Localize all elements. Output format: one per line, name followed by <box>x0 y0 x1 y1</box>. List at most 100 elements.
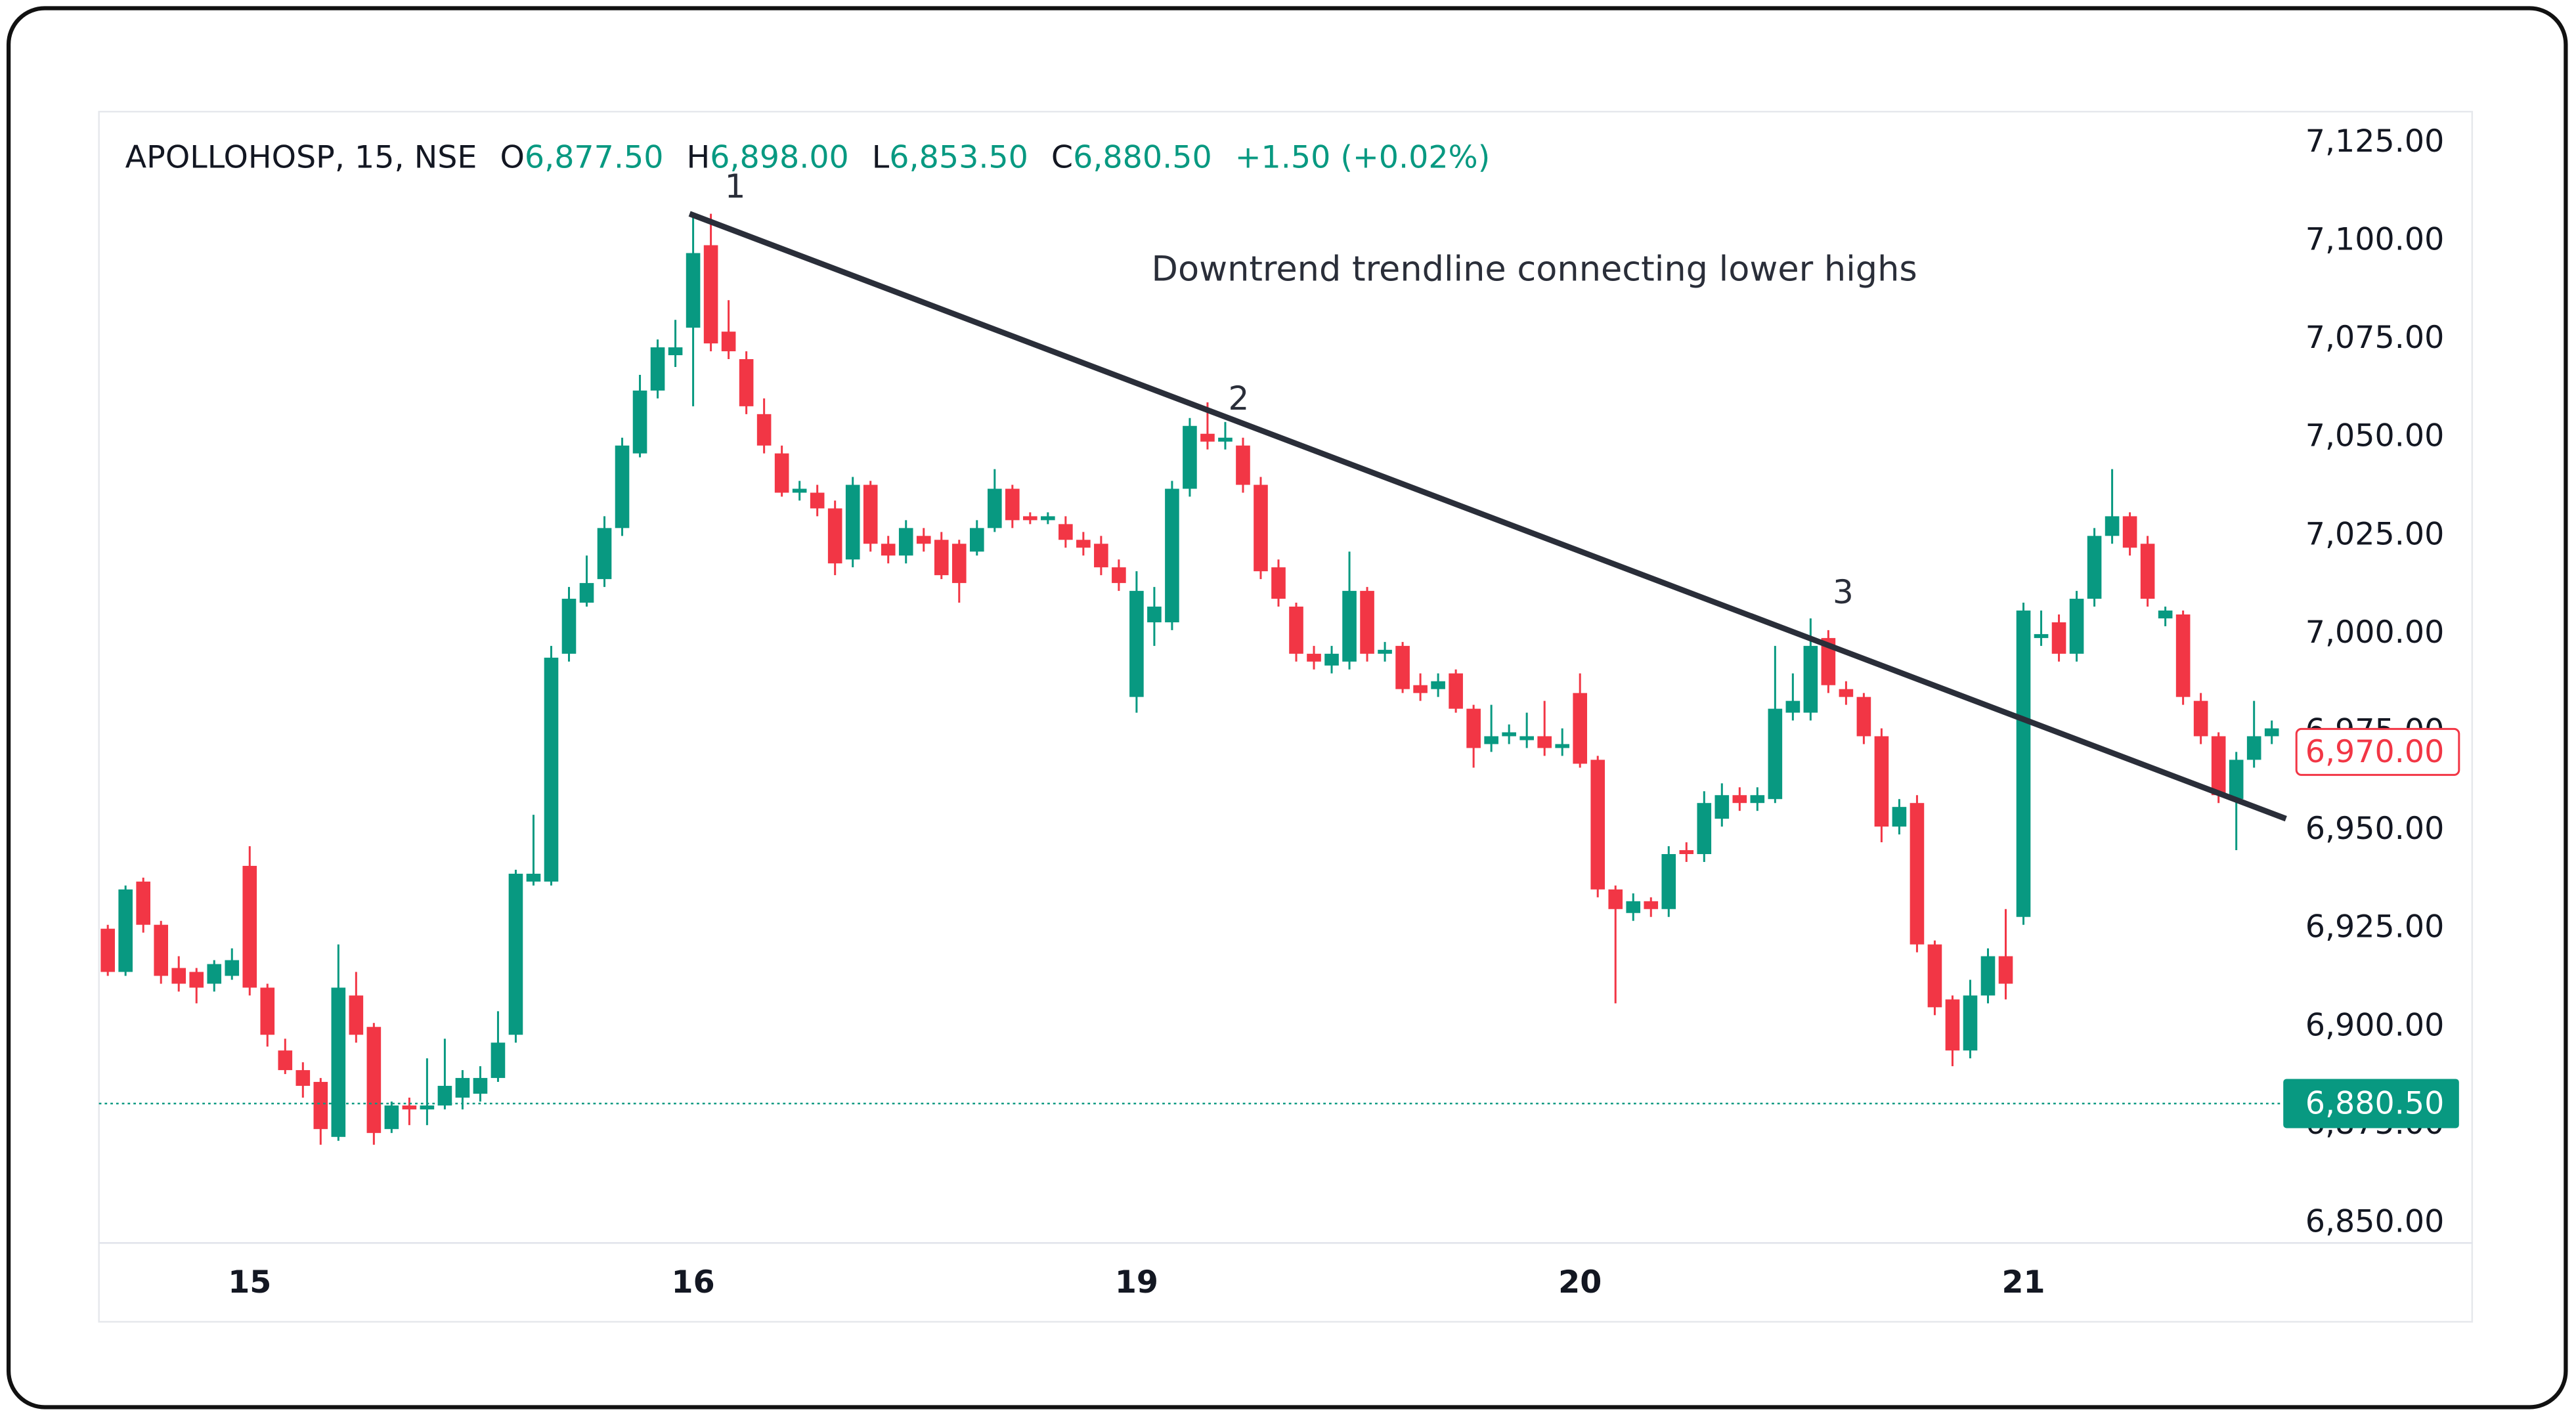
y-tick-label: 6,925.00 <box>2305 909 2445 945</box>
candle-body <box>774 453 789 493</box>
candle-body <box>1590 760 1605 890</box>
y-tick-label: 7,075.00 <box>2305 320 2445 356</box>
candle-body <box>934 540 949 576</box>
candle-body <box>1998 956 2013 984</box>
y-tick-label: 7,125.00 <box>2305 123 2445 160</box>
trendline <box>688 211 2287 822</box>
candle-body <box>508 873 523 1035</box>
candle-body <box>437 1086 452 1106</box>
candle-body <box>615 445 630 528</box>
candle-body <box>1980 956 1996 996</box>
x-tick-label: 15 <box>228 1264 271 1300</box>
ohlc-value: 6,853.50 <box>889 140 1028 176</box>
candle-body <box>561 599 577 654</box>
candle-body <box>668 347 683 356</box>
y-tick-label: 6,950.00 <box>2305 811 2445 847</box>
candle-body <box>1768 708 1783 800</box>
candle-body <box>100 928 115 972</box>
candle-body <box>2034 634 2049 638</box>
price-badge <box>2283 1079 2459 1128</box>
candle-body <box>898 528 913 556</box>
candle-body <box>1360 591 1374 654</box>
candle-body <box>1555 744 1569 748</box>
candle-body <box>1839 689 1854 697</box>
candle-body <box>827 508 842 564</box>
point-label: 1 <box>725 167 746 205</box>
candle-body <box>1856 697 1871 737</box>
candle-body <box>1431 681 1445 689</box>
candle-body <box>1821 637 1836 685</box>
candle-body <box>491 1042 506 1079</box>
candle-body <box>455 1078 470 1098</box>
y-tick-label: 7,050.00 <box>2305 418 2445 454</box>
point-label: 2 <box>1229 379 1250 418</box>
candle-body <box>1165 488 1179 622</box>
candle-body <box>1679 850 1694 854</box>
candle-body <box>1307 653 1321 662</box>
candle-body <box>2016 611 2031 917</box>
candle-body <box>1005 488 1020 521</box>
ohlc-key: O <box>500 140 524 176</box>
candle-body <box>118 889 133 972</box>
point-label: 3 <box>1833 573 1854 611</box>
candle-body <box>1076 540 1091 548</box>
x-tick-label: 21 <box>2001 1264 2045 1300</box>
candle-body <box>1519 736 1534 741</box>
candle-body <box>1484 736 1498 744</box>
candle-body <box>650 347 665 391</box>
ohlc-key: L <box>872 140 890 176</box>
candle-body <box>2246 736 2261 760</box>
candle-body <box>1945 999 1960 1051</box>
candle-body <box>916 536 931 544</box>
candle-body <box>1112 567 1126 584</box>
candle-body <box>473 1078 488 1094</box>
candle-body <box>2193 700 2208 737</box>
candle-body <box>1218 437 1233 442</box>
candle-body <box>632 390 647 454</box>
candle-body <box>1236 445 1250 485</box>
candle-body <box>1608 889 1623 909</box>
candle-body <box>1041 516 1055 521</box>
x-tick-label: 19 <box>1115 1264 1158 1300</box>
candle-body <box>2158 611 2173 618</box>
candle-body <box>1697 803 1712 854</box>
candle-body <box>2105 516 2120 536</box>
candle-body <box>579 583 594 603</box>
ohlc-value: 6,880.50 <box>1073 140 1212 176</box>
candle-body <box>1466 708 1481 748</box>
chart-panel <box>98 110 2474 1323</box>
candle-body <box>1129 591 1144 697</box>
candle-body <box>2229 760 2244 800</box>
candle-body <box>2140 544 2155 599</box>
candle-body <box>1059 524 1073 540</box>
candle-body <box>260 987 275 1035</box>
ohlc-key: C <box>1051 140 1073 176</box>
candle-body <box>2069 599 2084 654</box>
candle-body <box>1573 693 1588 764</box>
candle-body <box>1803 645 1818 713</box>
candle-body <box>526 873 541 882</box>
change: +1.50 (+0.02%) <box>1235 140 1491 176</box>
candle-body <box>792 488 807 493</box>
candle-body <box>1449 673 1463 709</box>
candle-body <box>1413 685 1428 693</box>
y-tick-label: 6,900.00 <box>2305 1007 2445 1043</box>
candle-body <box>2087 536 2102 599</box>
candle-body <box>969 528 984 552</box>
candle-body <box>313 1082 328 1129</box>
candle-body <box>1963 995 1978 1051</box>
candle-body <box>2175 614 2191 697</box>
annotation: Downtrend trendline connecting lower hig… <box>1152 249 1917 289</box>
candle-body <box>721 332 736 352</box>
candle-body <box>207 964 222 984</box>
candle-body <box>242 865 257 988</box>
candle-body <box>1378 649 1392 654</box>
candle-body <box>1023 516 1037 521</box>
candle-body <box>295 1070 311 1086</box>
candle-body <box>1502 732 1516 737</box>
candle-body <box>703 245 718 344</box>
header: APOLLOHOSP, 15, NSE O6,877.50 H6,898.00 L6,… <box>125 140 1491 176</box>
candle-body <box>1254 484 1268 572</box>
candle-body <box>597 528 612 580</box>
